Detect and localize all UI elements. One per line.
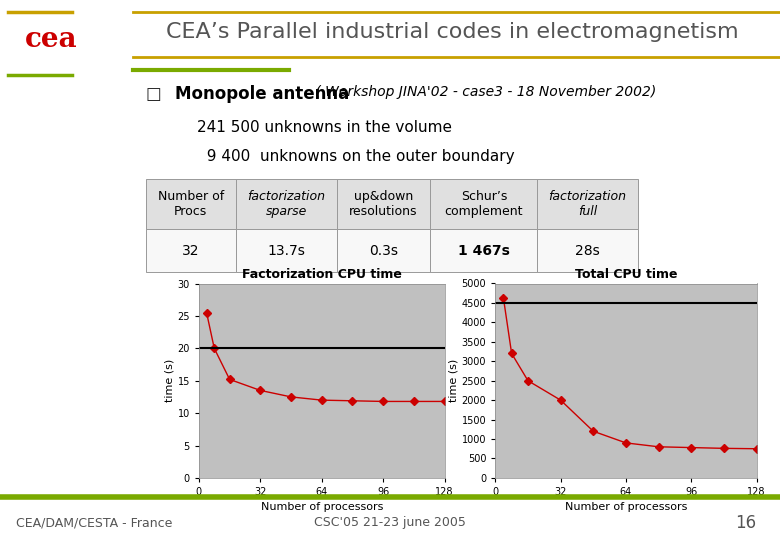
Title: Factorization CPU time: Factorization CPU time [242,268,402,281]
Bar [336,179,431,229]
Text: 0.3s: 0.3s [369,244,398,258]
Text: 28s: 28s [575,244,600,258]
Text: up&down
resolutions: up&down resolutions [349,190,418,218]
Text: Schur’s
complement: Schur’s complement [445,190,523,218]
Bar [236,229,336,272]
Bar [431,229,537,272]
Text: factorization
sparse: factorization sparse [247,190,325,218]
Text: 13.7s: 13.7s [268,244,305,258]
Bar [146,179,236,229]
Text: 1 467s: 1 467s [458,244,510,258]
Bar [537,229,637,272]
Text: factorization
full: factorization full [548,190,626,218]
X-axis label: Number of processors: Number of processors [261,503,383,512]
X-axis label: Number of processors: Number of processors [565,503,687,512]
Text: CSC'05 21-23 june 2005: CSC'05 21-23 june 2005 [314,516,466,530]
Text: 16: 16 [736,514,757,532]
Bar [146,229,236,272]
Text: CEA’s Parallel industrial codes in electromagnetism: CEA’s Parallel industrial codes in elect… [166,22,739,43]
Text: cea: cea [25,26,78,53]
Bar [431,179,537,229]
Title: Total CPU time: Total CPU time [575,268,677,281]
Text: Monopole antenna: Monopole antenna [175,85,349,103]
Bar [537,179,637,229]
Text: Number of
Procs: Number of Procs [158,190,224,218]
Text: CEA/DAM/CESTA - France: CEA/DAM/CESTA - France [16,516,172,530]
Y-axis label: time (s): time (s) [448,359,459,402]
Text: 241 500 unknowns in the volume: 241 500 unknowns in the volume [197,120,452,136]
Y-axis label: time (s): time (s) [165,359,175,402]
Text: 9 400  unknowns on the outer boundary: 9 400 unknowns on the outer boundary [197,150,515,165]
Text: ( Workshop JINA'02 - case3 - 18 November 2002): ( Workshop JINA'02 - case3 - 18 November… [310,85,656,99]
Text: 32: 32 [182,244,200,258]
Text: □: □ [146,85,161,103]
Bar [236,179,336,229]
Bar [336,229,431,272]
